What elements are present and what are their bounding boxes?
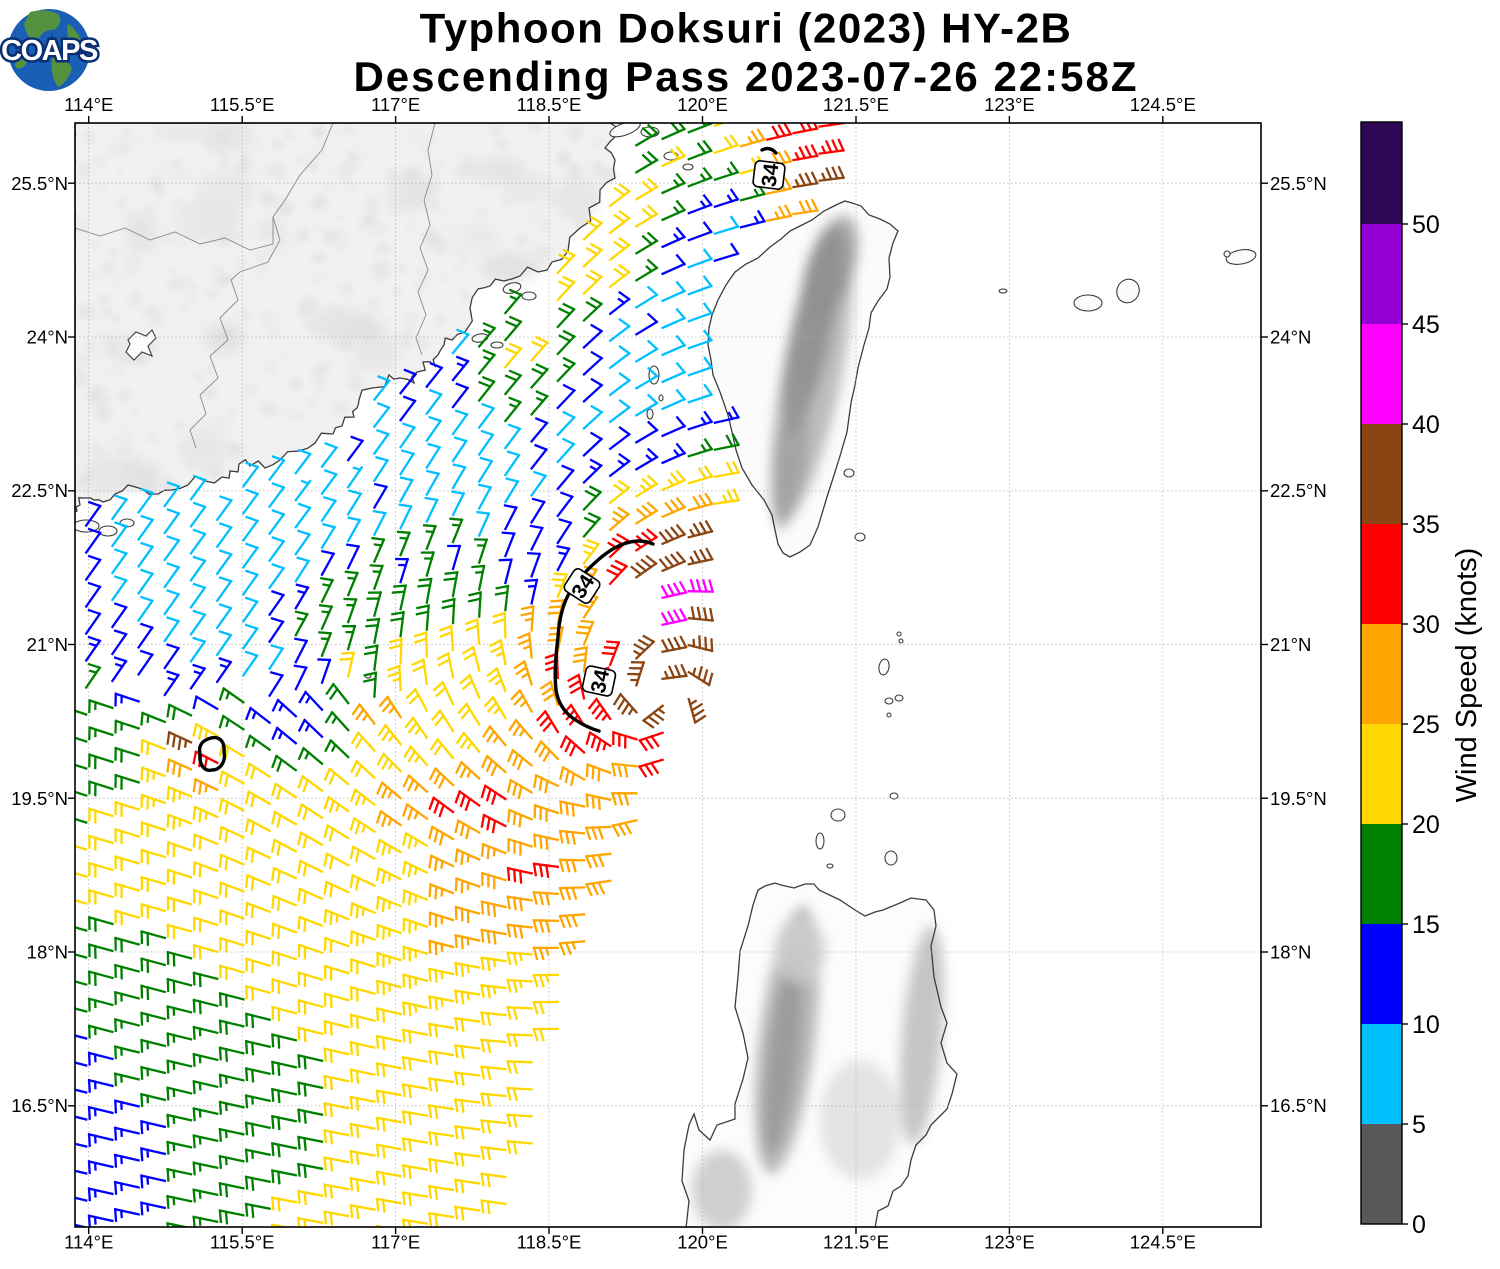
svg-text:25.5°N: 25.5°N [1270, 173, 1327, 194]
svg-text:114°E: 114°E [64, 94, 113, 115]
svg-text:Typhoon Doksuri (2023) HY-2B: Typhoon Doksuri (2023) HY-2B [420, 5, 1073, 52]
svg-text:0: 0 [1412, 1211, 1426, 1239]
svg-text:45: 45 [1412, 311, 1440, 339]
svg-text:123°E: 123°E [984, 1232, 1035, 1253]
svg-text:30: 30 [1412, 611, 1440, 639]
svg-text:5: 5 [1412, 1111, 1426, 1139]
svg-text:18°N: 18°N [1270, 942, 1311, 963]
svg-text:115.5°E: 115.5°E [210, 94, 275, 115]
svg-text:25: 25 [1412, 711, 1440, 739]
svg-text:24°N: 24°N [1270, 327, 1311, 348]
svg-text:124.5°E: 124.5°E [1130, 1232, 1196, 1253]
svg-text:18°N: 18°N [27, 942, 68, 963]
svg-text:20: 20 [1412, 811, 1440, 839]
svg-text:124.5°E: 124.5°E [1130, 94, 1196, 115]
svg-text:118.5°E: 118.5°E [517, 1232, 582, 1253]
svg-text:10: 10 [1412, 1011, 1440, 1039]
svg-text:16.5°N: 16.5°N [11, 1095, 68, 1116]
svg-text:118.5°E: 118.5°E [517, 94, 582, 115]
svg-text:Descending Pass 2023-07-26 22:: Descending Pass 2023-07-26 22:58Z [353, 53, 1138, 100]
svg-text:24°N: 24°N [27, 327, 68, 348]
svg-text:Wind Speed (knots): Wind Speed (knots) [1451, 548, 1483, 803]
svg-text:21°N: 21°N [1270, 634, 1311, 655]
svg-text:COAPS: COAPS [1, 35, 98, 67]
svg-text:117°E: 117°E [371, 1232, 420, 1253]
svg-text:21°N: 21°N [27, 634, 68, 655]
svg-text:115.5°E: 115.5°E [210, 1232, 275, 1253]
svg-text:19.5°N: 19.5°N [11, 788, 68, 809]
svg-text:50: 50 [1412, 211, 1440, 239]
svg-text:34: 34 [587, 667, 614, 695]
svg-text:19.5°N: 19.5°N [1270, 788, 1327, 809]
svg-text:40: 40 [1412, 411, 1440, 439]
svg-text:114°E: 114°E [64, 1232, 113, 1253]
svg-text:16.5°N: 16.5°N [1270, 1095, 1327, 1116]
svg-text:121.5°E: 121.5°E [823, 94, 889, 115]
svg-text:25.5°N: 25.5°N [11, 173, 68, 194]
svg-text:22.5°N: 22.5°N [11, 480, 68, 501]
svg-text:117°E: 117°E [371, 94, 420, 115]
svg-text:123°E: 123°E [984, 94, 1035, 115]
svg-text:121.5°E: 121.5°E [823, 1232, 889, 1253]
svg-text:35: 35 [1412, 511, 1440, 539]
svg-text:22.5°N: 22.5°N [1270, 480, 1327, 501]
svg-text:120°E: 120°E [677, 1232, 728, 1253]
svg-text:120°E: 120°E [677, 94, 728, 115]
svg-text:34: 34 [758, 162, 784, 188]
svg-text:15: 15 [1412, 911, 1440, 939]
